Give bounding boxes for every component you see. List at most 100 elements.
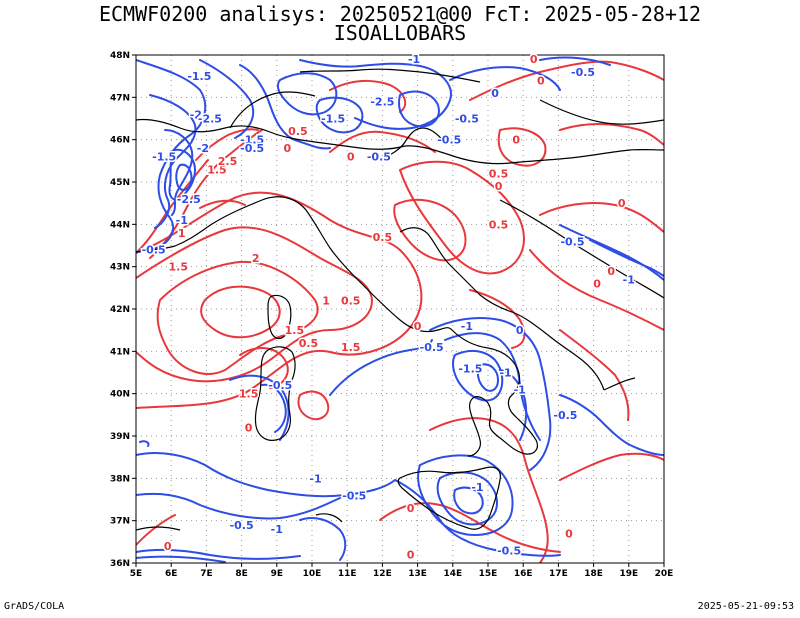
lon-tick-label: 18E <box>584 569 603 579</box>
contour-label: -1 <box>514 383 526 396</box>
lat-tick-label: 45N <box>110 178 130 188</box>
contour-label: 1.5 <box>285 324 305 337</box>
contour-label: 1.5 <box>207 163 227 176</box>
contour-label: -0.5 <box>230 519 254 532</box>
contour-label: 1.5 <box>239 388 259 401</box>
contour-label: 0 <box>516 324 524 337</box>
contour-label: 0.5 <box>288 125 308 138</box>
contour-label: -0.5 <box>342 489 366 502</box>
contour-label: -1 <box>471 481 483 494</box>
lat-tick-label: 39N <box>110 432 130 442</box>
lon-tick-label: 7E <box>200 569 212 579</box>
contour-label: 0 <box>607 265 615 278</box>
contour-label: 1.5 <box>341 341 361 354</box>
footer-software: GrADS/COLA <box>4 601 65 612</box>
contour-label: -0.5 <box>560 235 584 248</box>
lat-tick-label: 46N <box>110 136 130 146</box>
lon-tick-label: 8E <box>235 569 247 579</box>
lat-tick-label: 41N <box>110 347 130 357</box>
contour-label: -2 <box>190 108 202 121</box>
contour-label: -1.5 <box>152 151 176 164</box>
contour-label: -1 <box>461 320 473 333</box>
map-title: ECMWF0200 analisys: 20250521@00 FcT: 202… <box>98 2 702 26</box>
contour-label: 0 <box>407 549 415 562</box>
contour-label: -1 <box>408 53 420 66</box>
axis-ticks <box>132 54 665 567</box>
lat-tick-label: 40N <box>110 390 130 400</box>
lon-tick-label: 16E <box>514 569 533 579</box>
lon-tick-label: 15E <box>479 569 498 579</box>
map-subtitle: ISOALLOBARS <box>333 21 467 45</box>
contour-label: 0 <box>414 320 422 333</box>
lon-tick-label: 14E <box>443 569 462 579</box>
contour-label: -0.5 <box>268 379 292 392</box>
contour-label: -1.5 <box>240 134 264 147</box>
contour-label: 0 <box>512 134 520 147</box>
lat-tick-label: 47N <box>110 93 130 103</box>
contour-label: 0 <box>565 527 573 540</box>
contour-label: 1.5 <box>168 261 188 274</box>
longitude-labels: 5E 6E 7E 8E 9E 10E 11E 12E 13E 14E 15E 16E 17E 18E 19E… <box>130 569 674 579</box>
contour-label: 0.5 <box>489 218 509 231</box>
contour-label: -0.5 <box>437 134 461 147</box>
contour-label: -0.5 <box>142 244 166 257</box>
contour-label: 0.5 <box>489 168 509 181</box>
contour-label: 0.5 <box>373 231 393 244</box>
lon-tick-label: 20E <box>655 569 674 579</box>
contour-label: -1 <box>271 523 283 536</box>
contour-label: 2.5 <box>218 155 238 168</box>
contour-label: 0.5 <box>341 295 361 308</box>
contour-label: 0 <box>284 142 292 155</box>
lon-tick-label: 13E <box>408 569 427 579</box>
contour-label: -0.5 <box>455 113 479 126</box>
contour-label: 0 <box>537 74 545 87</box>
lon-tick-label: 9E <box>271 569 283 579</box>
lon-tick-label: 19E <box>619 569 638 579</box>
plot-area <box>136 55 664 563</box>
lat-tick-label: 43N <box>110 263 130 273</box>
lat-tick-label: 36N <box>110 559 130 569</box>
contour-label: -0.5 <box>420 341 444 354</box>
lon-tick-label: 5E <box>130 569 142 579</box>
contour-label: -1.5 <box>321 113 345 126</box>
footer-timestamp: 2025-05-21-09:53 <box>697 601 794 612</box>
negative-isallobars <box>136 56 664 563</box>
lat-lon-grid <box>136 55 664 563</box>
contour-label: 1 <box>178 227 186 240</box>
contour-label: 0 <box>495 180 503 193</box>
contour-label: 0 <box>593 278 601 291</box>
contour-label: -1 <box>176 214 188 227</box>
contour-label: -2.5 <box>370 96 394 109</box>
lat-tick-label: 38N <box>110 474 130 484</box>
contour-label: -0.5 <box>497 544 521 557</box>
contour-label: -2.5 <box>177 193 201 206</box>
contour-label: 0 <box>618 197 626 210</box>
contour-label: 1 <box>322 295 330 308</box>
contour-label: 0.5 <box>299 337 319 350</box>
lat-tick-label: 42N <box>110 305 130 315</box>
contour-label: 0 <box>530 53 538 66</box>
contour-label: 0 <box>164 540 172 553</box>
lon-tick-label: 10E <box>303 569 322 579</box>
lat-tick-label: 44N <box>110 220 130 230</box>
contour-label: -1 <box>623 273 635 286</box>
latitude-labels: 48N 47N 46N 45N 44N 43N 42N 41N 40N 39N 38N 37N 36N <box>110 51 130 569</box>
contour-label: -2 <box>197 142 209 155</box>
contour-label: -2.5 <box>198 113 222 126</box>
positive-isallobars <box>136 60 664 563</box>
contour-label: -1.5 <box>458 362 482 375</box>
contour-label: -0.5 <box>553 409 577 422</box>
contour-label: -1.5 <box>187 70 211 83</box>
lon-tick-label: 6E <box>165 569 177 579</box>
contour-label: 0 <box>491 87 499 100</box>
lon-tick-label: 17E <box>549 569 568 579</box>
coastlines <box>136 68 664 531</box>
lon-tick-label: 11E <box>338 569 357 579</box>
contour-label: -0.5 <box>240 142 264 155</box>
lon-tick-label: 12E <box>373 569 392 579</box>
lat-tick-label: 37N <box>110 517 130 527</box>
contour-label: 0 <box>245 422 253 435</box>
contour-label: -1 <box>499 367 511 380</box>
contour-label: 0 <box>407 502 415 515</box>
